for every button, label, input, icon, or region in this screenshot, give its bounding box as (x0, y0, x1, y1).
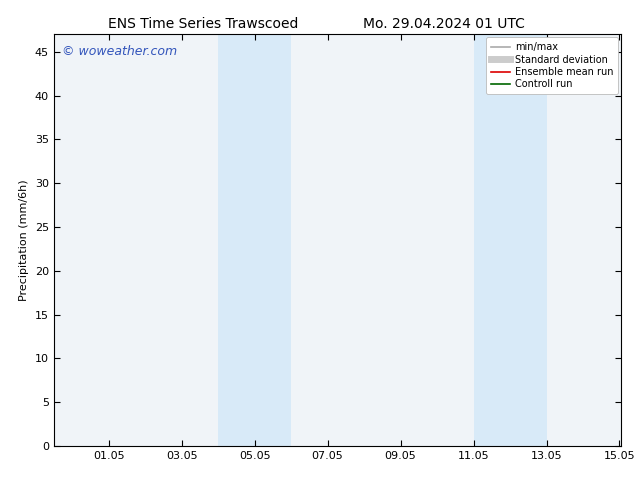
Text: Mo. 29.04.2024 01 UTC: Mo. 29.04.2024 01 UTC (363, 17, 525, 31)
Text: ENS Time Series Trawscoed: ENS Time Series Trawscoed (108, 17, 298, 31)
Y-axis label: Precipitation (mm/6h): Precipitation (mm/6h) (20, 179, 29, 301)
Bar (218, 34, 291, 446)
Bar (474, 34, 547, 446)
Text: © woweather.com: © woweather.com (62, 45, 178, 58)
Legend: min/max, Standard deviation, Ensemble mean run, Controll run: min/max, Standard deviation, Ensemble me… (486, 37, 618, 94)
